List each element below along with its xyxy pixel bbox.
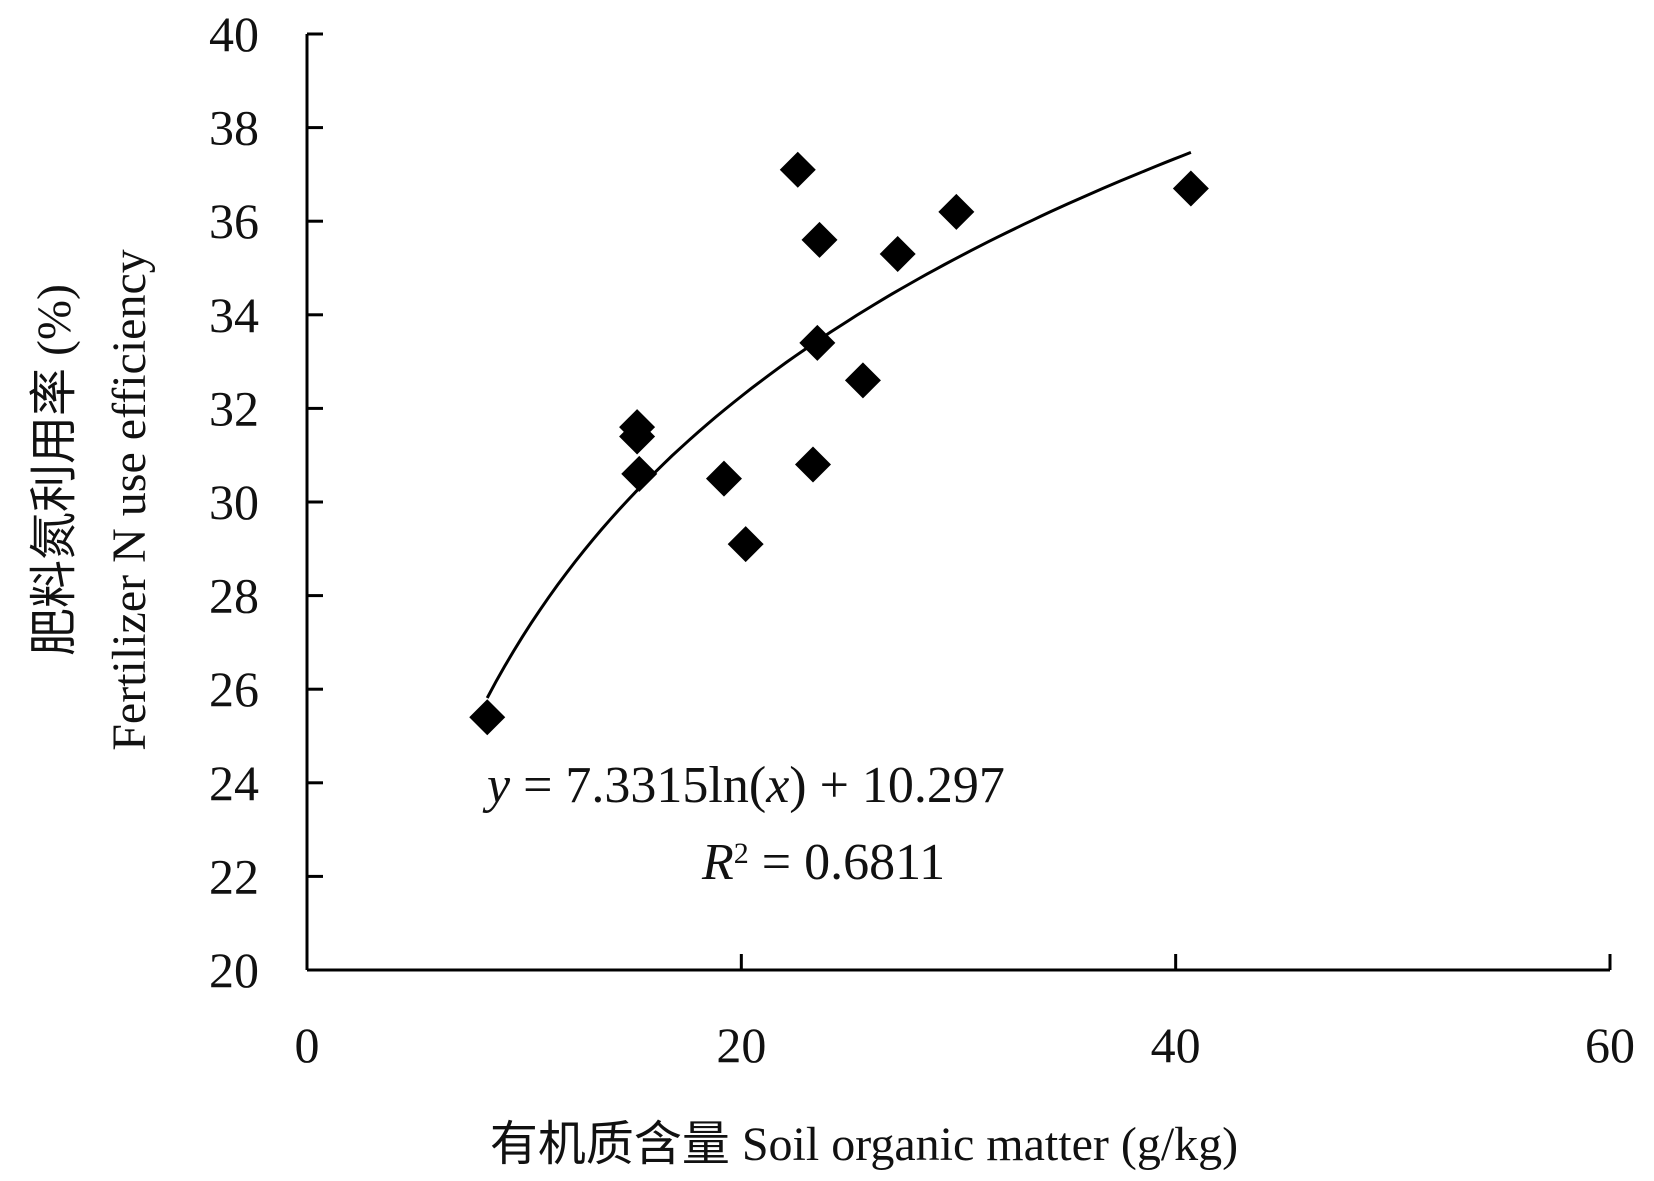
- y-tick-label: 22: [209, 848, 259, 904]
- y-tick-label: 26: [209, 661, 259, 717]
- r-squared-sup: 2: [734, 837, 749, 870]
- data-point: [619, 418, 656, 455]
- r-squared-label: R2 = 0.6811: [701, 834, 945, 891]
- y-axis-title: 肥料氮利用率 (%) Fertilizer N use efficiency: [28, 249, 156, 751]
- data-point: [779, 151, 816, 188]
- equation-middle: = 7.3315ln(: [510, 757, 766, 814]
- x-tick-labels: 0 20 40 60: [295, 1017, 1636, 1073]
- y-tick-label: 40: [209, 6, 259, 62]
- y-tick-label: 28: [209, 568, 259, 624]
- x-tick-label: 20: [716, 1017, 766, 1073]
- y-axis-title-line2: Fertilizer N use efficiency: [103, 249, 156, 751]
- data-point: [938, 193, 975, 230]
- equation-x-var: x: [765, 757, 789, 814]
- data-point: [621, 455, 658, 492]
- data-point: [469, 699, 506, 736]
- data-point: [727, 526, 764, 563]
- equation-label: y = 7.3315ln(x) + 10.297: [482, 757, 1005, 814]
- data-point: [879, 235, 916, 272]
- data-points: [469, 151, 1209, 736]
- trend-line: [485, 151, 1192, 699]
- y-tick-label: 34: [209, 287, 259, 343]
- y-axis-title-line1: 肥料氮利用率 (%): [28, 284, 81, 656]
- data-point: [705, 460, 742, 497]
- data-point: [1172, 170, 1209, 207]
- r-squared-r: R: [701, 834, 734, 891]
- x-tick-label: 0: [295, 1017, 320, 1073]
- y-tick-label: 20: [209, 942, 259, 998]
- x-tick-label: 40: [1151, 1017, 1201, 1073]
- data-point: [799, 324, 836, 361]
- x-tick-label: 60: [1585, 1017, 1635, 1073]
- y-tick-label: 36: [209, 193, 259, 249]
- data-point: [844, 362, 881, 399]
- axes: [305, 32, 1612, 972]
- data-point: [794, 446, 831, 483]
- y-tick-label: 32: [209, 380, 259, 436]
- y-tick-label: 24: [209, 755, 259, 811]
- equation-tail: ) + 10.297: [789, 757, 1005, 814]
- y-tick-label: 38: [209, 100, 259, 156]
- y-tick-labels: 20 22 24 26 28 30 32 34 36 38 40: [209, 6, 259, 998]
- y-tick-label: 30: [209, 474, 259, 530]
- r-squared-value: = 0.6811: [749, 834, 945, 891]
- equation-y-var: y: [482, 757, 511, 814]
- data-point: [801, 221, 838, 258]
- x-axis-title: 有机质含量 Soil organic matter (g/kg): [490, 1118, 1238, 1171]
